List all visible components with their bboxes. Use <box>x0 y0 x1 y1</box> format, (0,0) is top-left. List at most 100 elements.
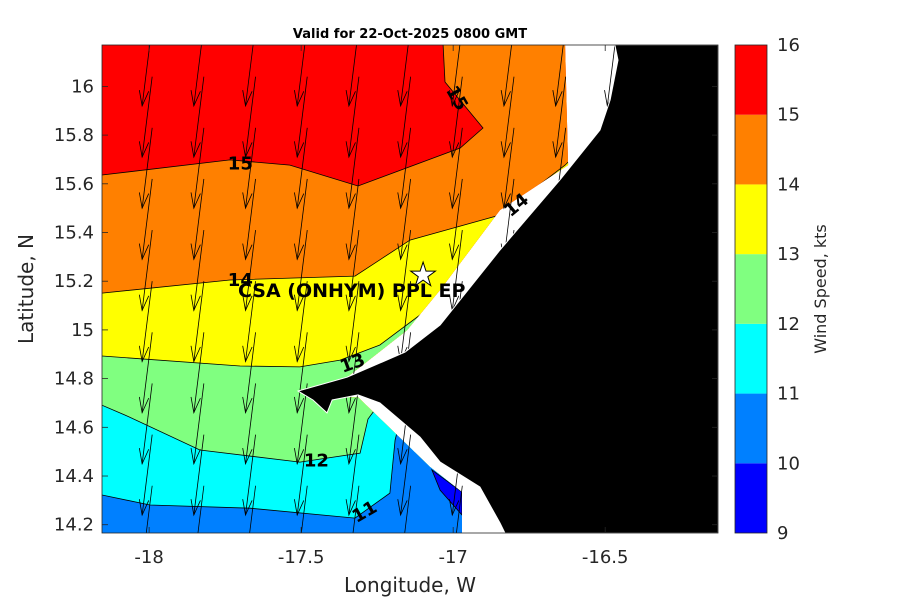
wind-arrow <box>138 434 153 517</box>
y-tick-label: 14.4 <box>54 466 94 487</box>
y-tick-label: 15.4 <box>54 223 94 244</box>
wind-arrow <box>138 45 151 108</box>
colorbar-tick-label: 12 <box>777 314 800 335</box>
colorbar-swatch <box>735 323 767 394</box>
wind-arrow <box>397 178 412 261</box>
wind-arrow <box>397 127 412 210</box>
contour-line-13 <box>102 299 441 368</box>
y-tick-label: 16 <box>71 76 94 97</box>
wind-arrow <box>294 230 308 312</box>
wind-arrow <box>138 383 153 466</box>
wind-arrow <box>138 127 153 210</box>
wind-arrow <box>449 178 463 261</box>
colorbar-tick-label: 10 <box>777 453 800 474</box>
wind-arrow <box>242 383 256 466</box>
wind-arrow <box>190 332 205 415</box>
colorbar-swatch <box>735 254 767 324</box>
contour-line-12 <box>102 402 381 463</box>
wind-arrow <box>190 127 205 210</box>
wind-arrow <box>397 230 412 312</box>
wind-arrow <box>190 230 205 312</box>
wind-arrow <box>242 434 256 517</box>
wind-arrow <box>138 230 153 312</box>
contour-label: 15 <box>228 153 253 174</box>
contour-line-14 <box>102 129 569 294</box>
x-tick-label: -16.5 <box>582 547 629 568</box>
wind-arrow <box>294 383 308 466</box>
y-tick-label: 14.6 <box>54 417 94 438</box>
colorbar-frame <box>734 44 768 534</box>
wind-arrow <box>300 485 308 533</box>
wind-arrow <box>138 76 153 159</box>
site-star-icon <box>409 260 437 287</box>
wind-arrow <box>345 332 360 415</box>
wind-arrow <box>242 178 256 261</box>
band-below-10 <box>431 469 462 515</box>
wind-arrow <box>552 45 564 108</box>
y-tick-label: 15.8 <box>54 125 94 146</box>
x-tick-label: -17.5 <box>278 547 325 568</box>
wind-arrow <box>138 332 153 415</box>
wind-arrow <box>352 485 360 533</box>
colorbar-tick-label: 15 <box>777 105 800 126</box>
colorbar-swatch <box>735 393 767 464</box>
y-tick-label: 15.6 <box>54 174 94 195</box>
wind-arrow <box>190 434 205 517</box>
wind-arrow <box>242 127 256 210</box>
wind-arrow <box>294 281 308 363</box>
plot-frame <box>101 44 719 534</box>
wind-arrow <box>242 76 256 159</box>
wind-arrow <box>345 383 360 466</box>
y-axis-label: Latitude, N <box>14 234 38 344</box>
wind-arrow <box>294 434 308 517</box>
wind-arrow <box>449 45 461 108</box>
wind-arrow <box>242 230 256 312</box>
wind-arrow <box>190 383 205 466</box>
land-mass <box>296 45 718 533</box>
wind-arrow <box>294 76 308 159</box>
wind-arrow <box>345 230 360 312</box>
wind-arrow <box>455 485 463 533</box>
colorbar-swatch <box>735 45 767 115</box>
wind-arrow <box>397 45 409 108</box>
wind-arrow <box>345 281 360 363</box>
wind-arrow <box>190 281 205 363</box>
wind-arrow <box>242 281 256 363</box>
wind-arrow <box>294 127 308 210</box>
wind-arrow <box>138 281 153 363</box>
site-label: CSA (ONHYM) PPL EP <box>238 280 465 302</box>
wind-arrow <box>190 76 205 159</box>
colorbar-label: Wind Speed, kts <box>811 224 830 354</box>
colorbar-swatch <box>735 184 767 255</box>
wind-arrow <box>449 127 463 210</box>
wind-arrow <box>345 76 360 159</box>
wind-arrow <box>249 485 256 533</box>
wind-arrow <box>138 178 153 261</box>
wind-arrow <box>500 127 515 210</box>
colorbar-tick-label: 11 <box>777 384 800 405</box>
colorbar-swatch <box>735 463 767 533</box>
wind-arrow <box>190 178 205 261</box>
wind-arrow <box>500 45 512 108</box>
wind-arrow <box>404 485 412 533</box>
wind-arrow <box>197 485 205 533</box>
y-tick-label: 14.2 <box>54 515 94 536</box>
wind-arrow <box>190 45 202 108</box>
colorbar-tick-label: 13 <box>777 244 800 265</box>
wind-arrow <box>294 332 308 415</box>
colorbar-tick-label: 16 <box>777 35 800 56</box>
wind-arrow <box>294 178 308 261</box>
x-tick-label: -18 <box>134 547 163 568</box>
wind-arrow <box>449 76 463 159</box>
wind-arrow <box>397 434 412 517</box>
wind-arrow <box>145 485 153 533</box>
x-axis-label: Longitude, W <box>344 573 476 597</box>
wind-arrow <box>345 434 360 517</box>
y-tick-label: 15 <box>71 320 94 341</box>
wind-arrow <box>397 76 412 159</box>
x-tick-label: -17 <box>438 547 467 568</box>
colorbar-tick-label: 14 <box>777 174 800 195</box>
wind-arrow <box>345 178 360 261</box>
contour-label: 14 <box>228 270 253 291</box>
